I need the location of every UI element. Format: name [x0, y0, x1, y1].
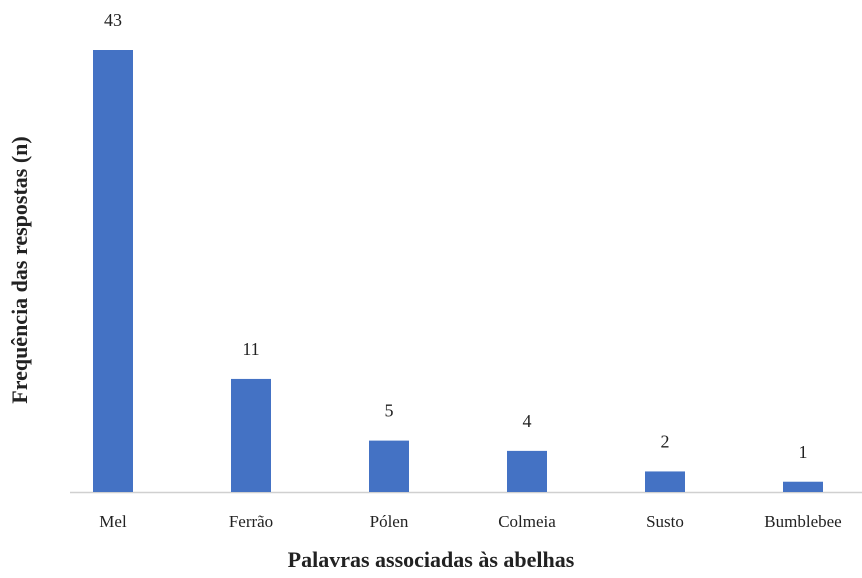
data-label: 5	[385, 401, 394, 421]
x-tick-label: Susto	[646, 512, 684, 531]
bar	[93, 50, 133, 492]
bar	[507, 450, 547, 492]
data-label: 43	[104, 10, 122, 30]
bar	[645, 471, 685, 492]
x-tick-label: Bumblebee	[764, 512, 841, 531]
x-tick-label: Ferrão	[229, 512, 273, 531]
x-axis-title: Palavras associadas às abelhas	[288, 547, 575, 572]
data-label: 2	[661, 432, 670, 452]
x-tick-label: Pólen	[370, 512, 409, 531]
bar	[783, 481, 823, 492]
bar	[369, 440, 409, 492]
bar	[231, 378, 271, 492]
x-tick-label: Mel	[99, 512, 127, 531]
data-label: 1	[799, 442, 808, 462]
data-label: 11	[242, 339, 259, 359]
x-tick-label: Colmeia	[498, 512, 556, 531]
y-axis-title: Frequência das respostas (n)	[7, 136, 32, 403]
data-label: 4	[523, 411, 532, 431]
